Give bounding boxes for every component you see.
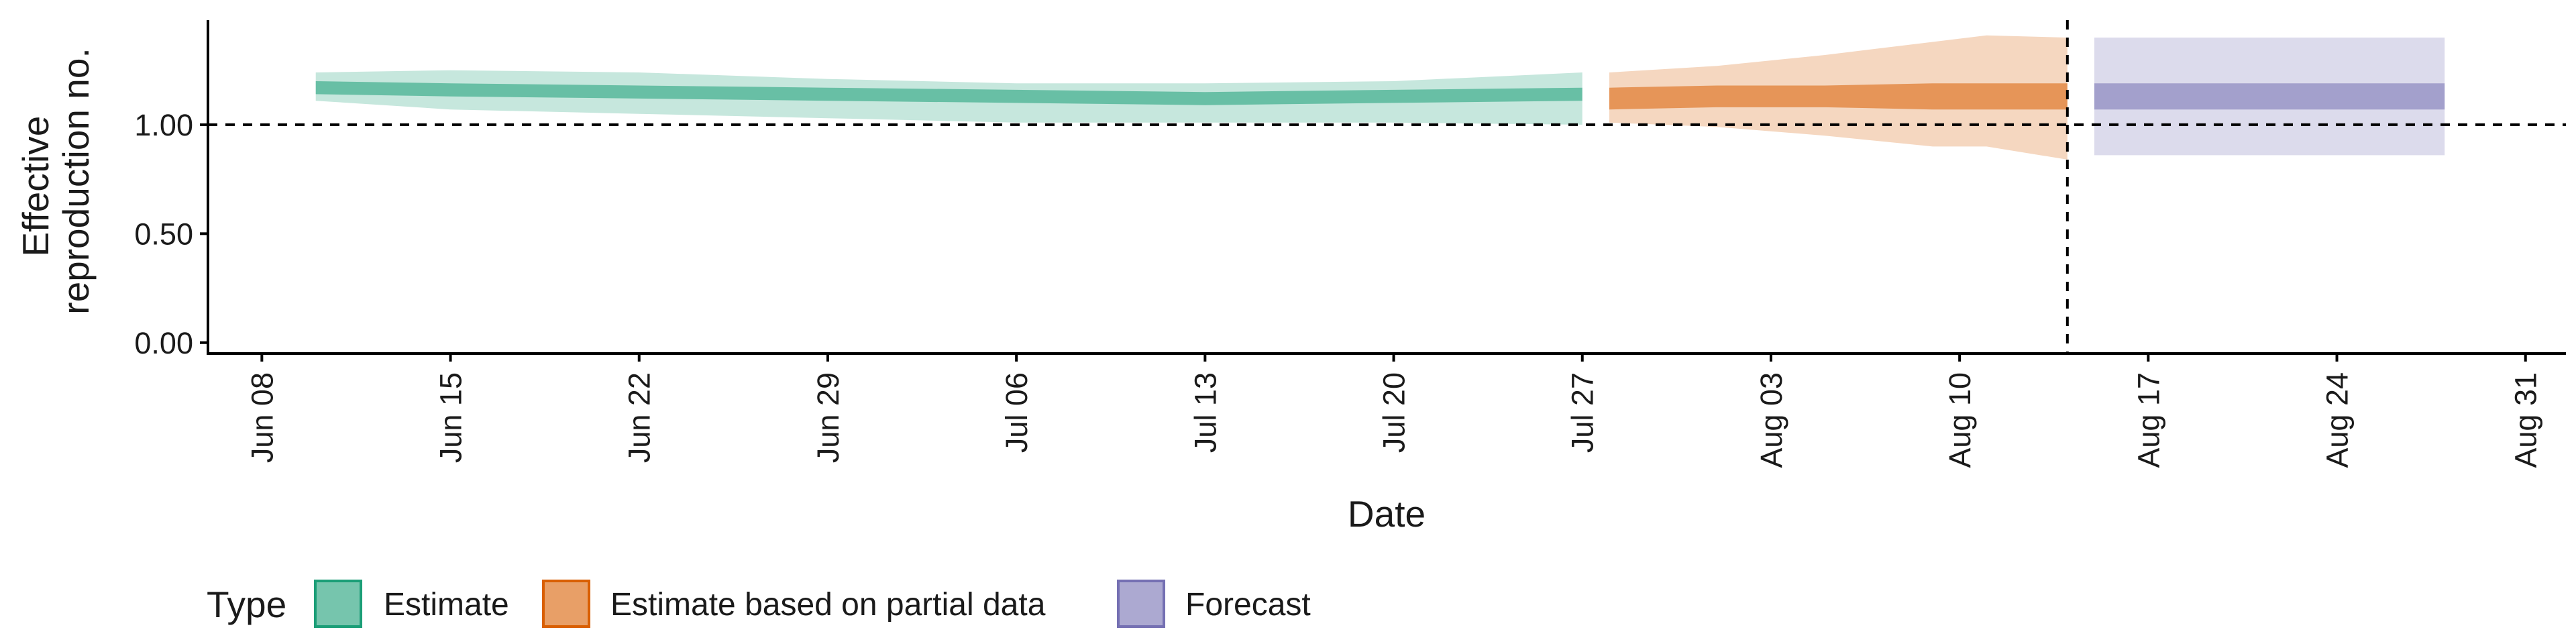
x-tick-label: Jun 29 <box>811 372 845 463</box>
legend-swatch-estimate <box>314 580 362 628</box>
tick-labels: 0.00 0.50 1.00 Jun 08 Jun 15 Jun 22 Jun 29 Jul … <box>134 108 2542 468</box>
x-tick-label: Aug 03 <box>1754 372 1788 468</box>
x-tick-label: Jun 22 <box>623 372 657 463</box>
legend-label-partial: Estimate based on partial data <box>610 587 1046 623</box>
x-tick-label: Aug 31 <box>2509 372 2543 468</box>
plot-area <box>208 20 2566 354</box>
band-50-estimate-based-on-partial-data <box>1609 83 2068 110</box>
y-axis-title-line-2: reproduction no. <box>55 48 97 315</box>
x-tick-label: Jul 27 <box>1566 372 1600 453</box>
y-axis-title: Effective reproduction no. <box>15 48 97 315</box>
x-axis-title: Date <box>1348 493 1426 535</box>
y-tick-label: 0.50 <box>134 217 193 251</box>
x-tick-label: Aug 17 <box>2131 372 2165 468</box>
x-tick-label: Jul 06 <box>1000 372 1034 453</box>
axes <box>207 20 2566 355</box>
band-50-estimate <box>315 81 1582 105</box>
y-tick-label: 1.00 <box>134 108 193 142</box>
legend-swatch-partial <box>542 580 590 628</box>
x-tick-label: Aug 10 <box>1943 372 1977 468</box>
x-tick-label: Jun 15 <box>434 372 468 463</box>
legend-label-estimate: Estimate <box>384 587 509 623</box>
x-tick-label: Jun 08 <box>245 372 279 463</box>
y-axis-title-line-1: Effective <box>15 116 56 257</box>
legend-title: Type <box>207 584 286 625</box>
legend: Type Estimate Estimate based on partial … <box>207 580 1311 628</box>
x-tick-label: Jul 20 <box>1377 372 1411 453</box>
legend-swatch-forecast <box>1117 580 1165 628</box>
y-tick-label: 0.00 <box>134 326 193 360</box>
legend-label-forecast: Forecast <box>1185 587 1311 623</box>
band-50-forecast <box>2094 83 2445 110</box>
x-tick-label: Jul 13 <box>1188 372 1222 453</box>
x-tick-label: Aug 24 <box>2320 372 2355 468</box>
